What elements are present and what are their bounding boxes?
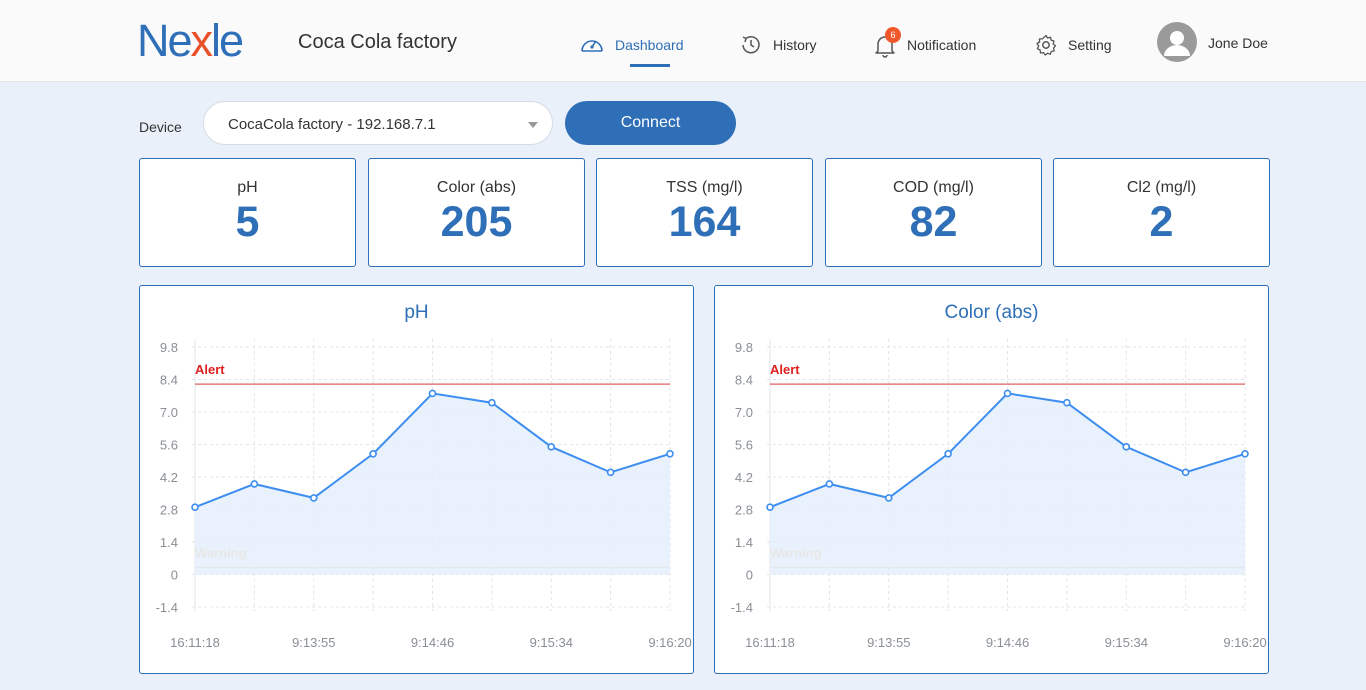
data-point (488, 398, 496, 407)
x-tick-label: 9:16:20 (1223, 635, 1266, 650)
x-tick-label: 9:14:46 (986, 635, 1029, 650)
y-tick-label: 0 (171, 568, 178, 583)
data-point (944, 449, 952, 458)
metric-label: COD (mg/l) (893, 179, 974, 196)
user-silhouette-icon (1164, 31, 1190, 56)
metric-card-cl2: Cl2 (mg/l) 2 (1053, 158, 1270, 267)
series-area-fill (770, 393, 1245, 575)
y-tick-label: 8.4 (735, 373, 753, 388)
user-avatar[interactable] (1157, 22, 1197, 62)
x-tick-label: 9:16:20 (648, 635, 691, 650)
x-tick-label: 9:15:34 (530, 635, 573, 650)
nav-notification-label: Notification (907, 37, 977, 53)
data-point (825, 480, 834, 488)
data-point (1241, 449, 1249, 458)
y-tick-label: 0 (746, 568, 753, 583)
data-point (191, 503, 199, 511)
y-tick-label: 7.0 (735, 405, 753, 420)
line-chart-color: 9.88.47.05.64.22.81.40-1.4AlertWarning16… (731, 339, 1267, 650)
data-point (1181, 468, 1190, 477)
metric-value: 5 (235, 198, 260, 246)
chart-panel-ph: pH 9.88.47.05.64.22.81.40-1.4AlertWarnin… (139, 285, 694, 674)
metric-value: 205 (440, 198, 513, 246)
line-chart-ph: 9.88.47.05.64.22.81.40-1.4AlertWarning16… (156, 339, 692, 650)
device-select-value: CocaCola factory - 192.168.7.1 (228, 116, 436, 133)
metric-value: 2 (1149, 198, 1174, 246)
data-point (250, 480, 259, 488)
dashboard-gauge-icon (581, 40, 603, 52)
data-point (1122, 443, 1131, 451)
nav-dashboard[interactable]: Dashboard (579, 32, 684, 58)
y-tick-label: 9.8 (735, 340, 753, 355)
y-tick-label: -1.4 (731, 600, 753, 615)
logo-text-start: Ne (137, 15, 193, 66)
gear-icon (1036, 34, 1057, 56)
active-nav-indicator (630, 64, 670, 67)
metric-value: 164 (668, 198, 741, 246)
data-point (884, 494, 893, 502)
metric-value: 82 (909, 198, 958, 246)
y-tick-label: 9.8 (160, 340, 178, 355)
y-tick-label: 5.6 (735, 438, 753, 453)
nav-history-label: History (773, 37, 817, 53)
y-tick-label: 4.2 (735, 470, 753, 485)
y-tick-label: 1.4 (735, 535, 753, 550)
x-tick-label: 9:13:55 (292, 635, 335, 650)
nav-setting-label: Setting (1068, 37, 1112, 53)
metric-label: Color (abs) (436, 179, 517, 196)
nav-setting[interactable]: Setting (1034, 32, 1112, 58)
notification-count-badge: 6 (885, 27, 901, 43)
chart-panel-color: Color (abs) 9.8 8.4 7.0 5.6 4.2 2.8 1.4 0 -1.4 Al… (714, 285, 1269, 674)
user-name[interactable]: Jone Doe (1208, 35, 1268, 51)
metric-label: TSS (mg/l) (666, 179, 743, 196)
logo-text-end: le (211, 15, 244, 66)
data-point (1003, 389, 1012, 398)
y-tick-label: 5.6 (160, 438, 178, 453)
device-select[interactable]: CocaCola factory - 192.168.7.1 (203, 101, 553, 145)
alert-threshold-label: Alert (770, 362, 800, 377)
chart-title: pH (404, 302, 429, 323)
nav-dashboard-label: Dashboard (615, 37, 684, 53)
y-tick-label: 7.0 (160, 405, 178, 420)
y-tick-label: 4.2 (160, 470, 178, 485)
nexle-logo[interactable]: Nexle (137, 15, 244, 66)
x-tick-label: 16:11:18 (745, 635, 795, 650)
data-point (766, 503, 774, 511)
y-tick-label: 1.4 (160, 535, 178, 550)
chevron-down-icon (528, 122, 538, 128)
x-tick-label: 9:13:55 (867, 635, 910, 650)
data-point (666, 449, 674, 458)
metric-label: Cl2 (mg/l) (1126, 179, 1197, 196)
data-point (1063, 398, 1071, 407)
data-point (428, 389, 437, 398)
device-label: Device (139, 119, 182, 135)
metric-card-tss: TSS (mg/l) 164 (596, 158, 813, 267)
factory-title: Coca Cola factory (298, 31, 457, 53)
chart-title: Color (abs) (944, 302, 1039, 323)
logo-text-x: x (190, 15, 213, 66)
metric-card-ph: pH 5 (139, 158, 356, 267)
y-tick-label: 2.8 (160, 503, 178, 518)
data-point (309, 494, 318, 502)
y-tick-label: 8.4 (160, 373, 178, 388)
metric-card-cod: COD (mg/l) 82 (825, 158, 1042, 267)
alert-threshold-label: Alert (195, 362, 225, 377)
nav-history[interactable]: History (739, 32, 817, 58)
connect-button[interactable]: Connect (565, 101, 736, 145)
data-point (547, 443, 556, 451)
metric-card-color: Color (abs) 205 (368, 158, 585, 267)
x-tick-label: 9:15:34 (1105, 635, 1148, 650)
y-tick-label: -1.4 (156, 600, 178, 615)
history-clock-icon (742, 36, 760, 54)
data-point (606, 468, 615, 477)
top-header: Nexle Coca Cola factory Dashboard Histor… (0, 0, 1366, 82)
metric-label: pH (237, 179, 258, 196)
series-area-fill (195, 393, 670, 575)
y-tick-label: 2.8 (735, 503, 753, 518)
data-point (369, 449, 377, 458)
x-tick-label: 16:11:18 (170, 635, 220, 650)
x-tick-label: 9:14:46 (411, 635, 454, 650)
